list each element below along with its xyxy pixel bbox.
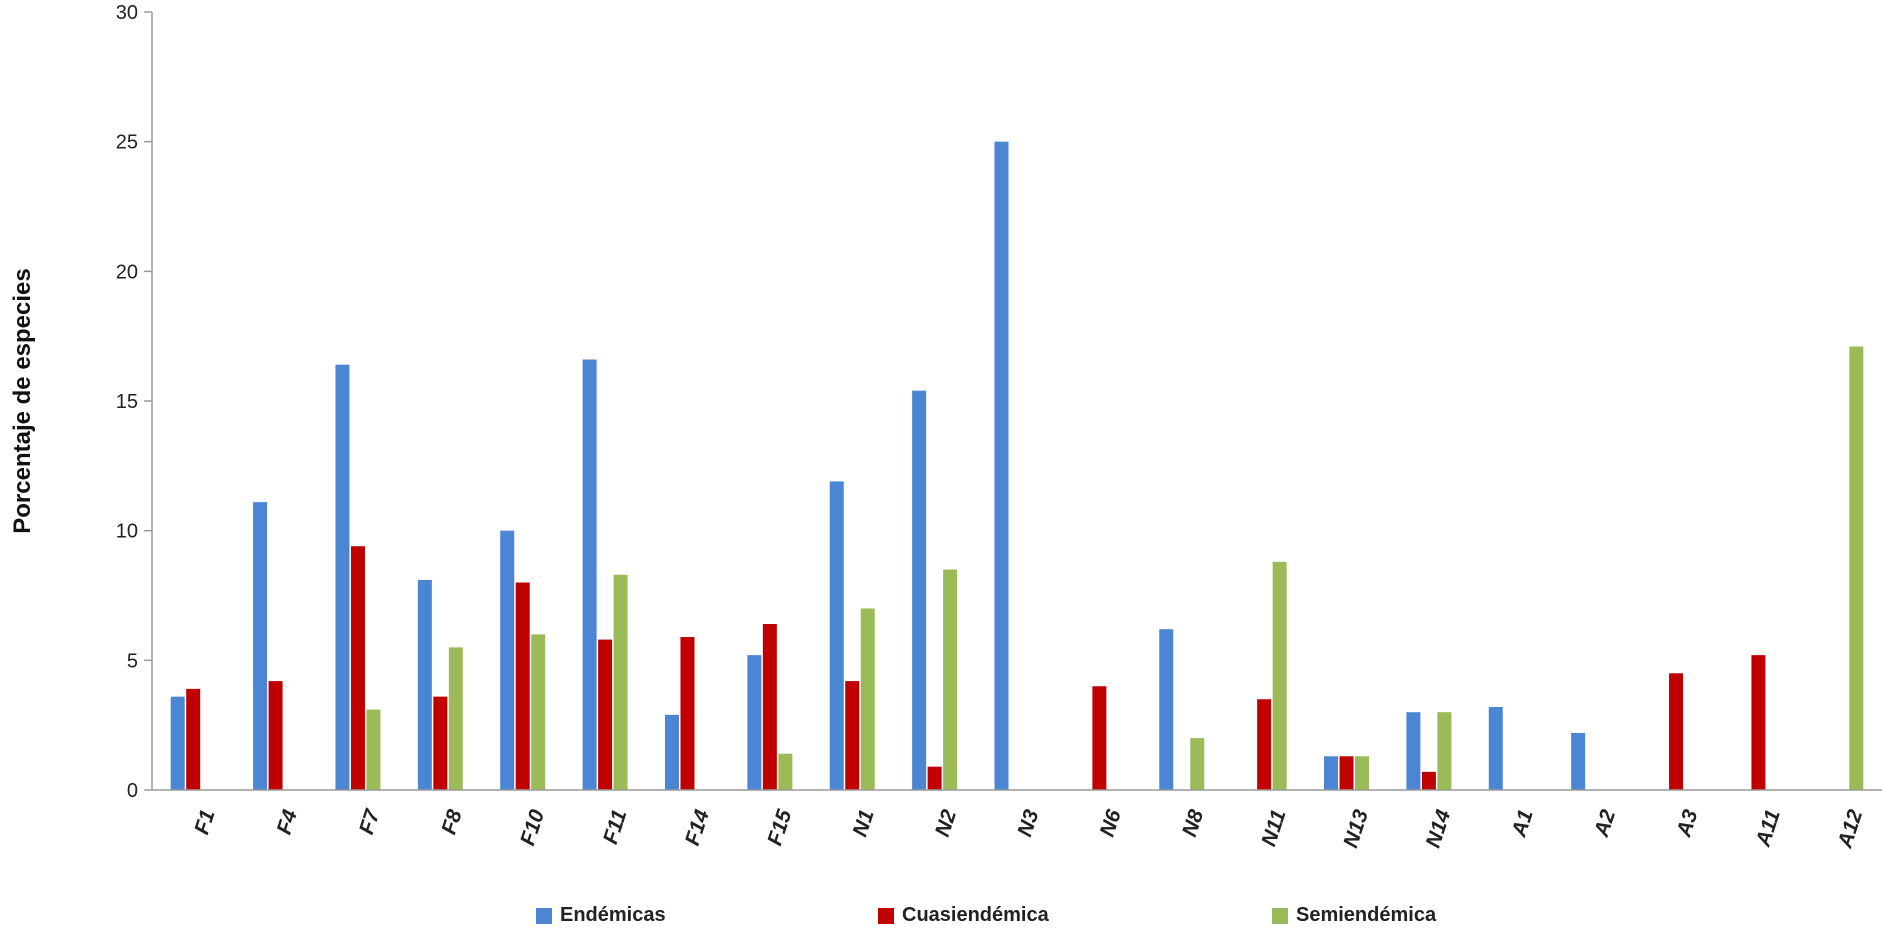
legend-item-semiendemica: Semiendémica — [1272, 904, 1436, 927]
bar-n3-series-0 — [994, 141, 1009, 790]
y-tick-label: 25 — [116, 132, 138, 154]
legend-label-semiendemica: Semiendémica — [1296, 904, 1437, 926]
bar-f14-series-0 — [664, 714, 679, 790]
legend-label-endemicas: Endémicas — [560, 904, 666, 926]
bar-f15-series-0 — [747, 655, 762, 790]
bar-f8-series-2 — [448, 647, 463, 790]
x-tick-label-f14: F14 — [681, 807, 714, 849]
bars-layer — [170, 141, 1864, 790]
bar-a11-series-1 — [1751, 655, 1766, 790]
bar-f8-series-0 — [417, 579, 432, 790]
bar-f14-series-1 — [680, 636, 695, 790]
bar-f11-series-1 — [598, 639, 613, 790]
x-tick-label-n13: N13 — [1339, 807, 1373, 851]
bar-n2-series-1 — [927, 766, 942, 790]
y-axis-label: Porcentaje de especies — [9, 268, 36, 533]
x-tick-label-f4: F4 — [273, 807, 303, 838]
bar-n14-series-1 — [1421, 771, 1436, 790]
legend-label-cuasiendemica: Cuasiendémica — [902, 904, 1049, 926]
bar-f10-series-2 — [531, 634, 546, 790]
bar-n11-series-1 — [1257, 699, 1272, 790]
bar-f10-series-1 — [515, 582, 530, 790]
bar-n13-series-1 — [1339, 756, 1354, 790]
x-tick-label-f1: F1 — [190, 807, 219, 837]
bar-a2-series-0 — [1571, 732, 1586, 790]
bar-f10-series-0 — [500, 530, 515, 790]
bar-a12-series-2 — [1849, 346, 1864, 790]
x-tick-label-f15: F15 — [763, 807, 796, 849]
bar-f4-series-0 — [253, 502, 268, 790]
x-tick-label-f8: F8 — [437, 807, 467, 838]
bar-f7-series-1 — [350, 546, 365, 790]
y-tick-label: 20 — [116, 261, 138, 283]
bar-a1-series-0 — [1488, 707, 1503, 790]
y-tick-label: 10 — [116, 521, 138, 543]
x-tick-label-n8: N8 — [1178, 807, 1208, 840]
y-tick-label: 15 — [116, 391, 138, 413]
x-tick-label-n6: N6 — [1096, 807, 1126, 840]
bar-n6-series-1 — [1092, 686, 1107, 790]
x-tick-label-n2: N2 — [931, 807, 961, 840]
bar-f11-series-2 — [613, 574, 628, 790]
bar-n1-series-0 — [829, 481, 844, 790]
bar-f8-series-1 — [433, 696, 448, 790]
bar-f11-series-0 — [582, 359, 597, 790]
bar-a3-series-1 — [1669, 673, 1684, 790]
legend-swatch-endemicas — [536, 907, 552, 924]
legend: Endémicas Cuasiendémica Semiendémica — [0, 904, 1885, 932]
x-tick-label-n11: N11 — [1257, 807, 1290, 849]
bar-f1-series-1 — [186, 688, 201, 790]
x-tick-label-a3: A3 — [1672, 807, 1703, 841]
x-tick-label-n14: N14 — [1422, 807, 1456, 851]
x-tick-label-n1: N1 — [849, 807, 879, 840]
x-tick-label-f10: F10 — [516, 807, 549, 849]
y-tick-label: 0 — [127, 780, 138, 802]
bar-n8-series-2 — [1190, 738, 1205, 790]
y-axis-ticks: 0 5 10 15 20 25 30 — [116, 2, 152, 802]
x-tick-label-a1: A1 — [1507, 807, 1537, 841]
bar-n1-series-2 — [860, 608, 875, 790]
bar-n11-series-2 — [1272, 561, 1287, 790]
x-tick-label-f11: F11 — [599, 807, 632, 847]
bar-n14-series-0 — [1406, 712, 1421, 790]
y-tick-label: 30 — [116, 2, 138, 24]
bar-f15-series-2 — [778, 753, 793, 790]
x-tick-label-a11: A11 — [1751, 807, 1785, 850]
bar-f15-series-1 — [762, 624, 777, 790]
bar-n8-series-0 — [1159, 629, 1174, 790]
x-tick-label-a12: A12 — [1833, 807, 1867, 852]
x-axis-ticks: F1 F4 F7 F8 F10 F11 F14 F15 N1 N2 N3 N6 N8 N11 N13 N14 A… — [190, 806, 1867, 852]
bar-chart: 0 5 10 15 20 25 30 F1 F4 F7 F8 F10 F11 F14 F15 N1 N2 N3 N… — [9, 2, 1882, 852]
bar-f1-series-0 — [170, 696, 185, 790]
legend-item-cuasiendemica: Cuasiendémica — [878, 904, 1049, 927]
x-tick-label-n3: N3 — [1013, 807, 1043, 840]
bar-n2-series-2 — [943, 569, 958, 790]
bar-n13-series-2 — [1355, 756, 1370, 790]
x-tick-label-a2: A2 — [1590, 807, 1621, 841]
legend-swatch-cuasiendemica — [878, 907, 894, 924]
bar-n2-series-0 — [912, 390, 927, 790]
bar-n1-series-1 — [845, 681, 860, 790]
x-tick-label-f7: F7 — [355, 806, 385, 838]
bar-n14-series-2 — [1437, 712, 1452, 790]
y-tick-label: 5 — [127, 650, 138, 672]
legend-swatch-semiendemica — [1272, 907, 1288, 924]
bar-f7-series-2 — [366, 709, 381, 790]
bar-n13-series-0 — [1324, 756, 1339, 790]
bar-f7-series-0 — [335, 364, 350, 790]
bar-f4-series-1 — [268, 681, 283, 790]
legend-item-endemicas: Endémicas — [536, 904, 666, 927]
